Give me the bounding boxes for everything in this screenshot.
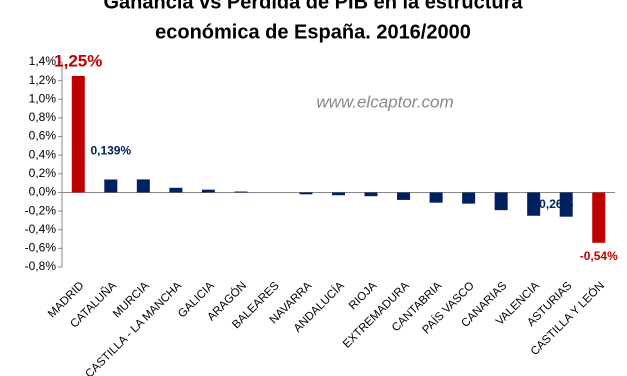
bar <box>429 192 443 203</box>
y-tick-label: 1,4% <box>29 54 57 68</box>
y-tick-label: 1,2% <box>29 73 57 87</box>
bar <box>201 189 215 193</box>
y-tick-label: 0,8% <box>29 110 57 124</box>
y-tick-label: -0,8% <box>25 259 57 273</box>
y-tick-label: -0,2% <box>25 203 57 217</box>
bar <box>169 187 183 193</box>
y-tick-label: -0,6% <box>25 241 57 255</box>
data-label: 1,25% <box>54 51 102 70</box>
bar <box>559 192 573 217</box>
bar <box>494 192 508 211</box>
y-tick-label: -0,4% <box>25 222 57 236</box>
bar <box>136 179 150 193</box>
y-tick-label: 0,6% <box>29 129 57 143</box>
bar <box>104 179 118 193</box>
bar <box>397 192 411 200</box>
bar <box>71 75 85 193</box>
y-tick-label: 1,0% <box>29 91 57 105</box>
y-tick-label: 0,0% <box>29 185 57 199</box>
data-label: -0,54% <box>580 249 618 263</box>
chart-title: Ganancia vs Pérdida de PIB en la estruct… <box>103 0 523 13</box>
bar <box>331 192 346 196</box>
data-label: -0,26% <box>535 197 573 211</box>
chart-title: económica de España. 2016/2000 <box>155 21 471 43</box>
y-tick-label: 0,2% <box>29 166 57 180</box>
data-label: 0,139% <box>90 144 131 158</box>
watermark: www.elcaptor.com <box>316 92 453 111</box>
bar <box>462 192 476 204</box>
bar <box>364 192 378 197</box>
bar <box>592 192 606 243</box>
bar <box>299 192 313 195</box>
bar <box>234 191 248 193</box>
y-tick-label: 0,4% <box>29 147 57 161</box>
bar <box>527 192 541 216</box>
